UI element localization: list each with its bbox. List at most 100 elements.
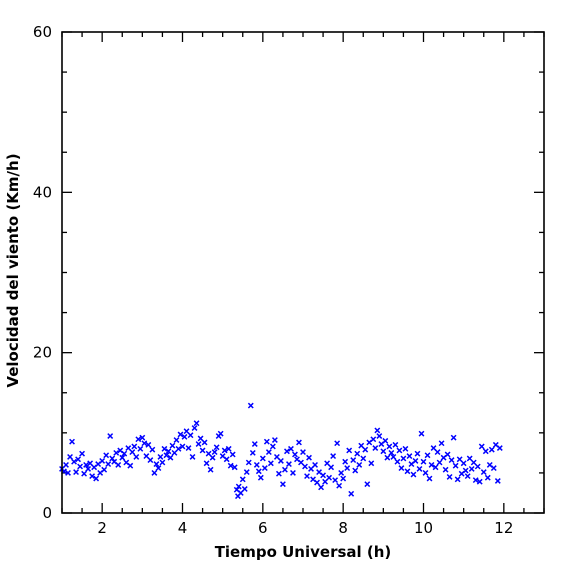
data-point [472,477,479,484]
data-point [131,443,138,450]
data-point [356,461,363,468]
data-points [59,402,503,500]
data-point [380,448,387,455]
data-point [253,461,260,468]
data-point [346,447,353,454]
y-axis-label: Velocidad del viento (Km/h) [4,153,22,387]
data-point [203,460,210,467]
data-point [402,445,409,452]
y-tick-label: 40 [33,183,52,201]
data-point [302,463,308,470]
data-point [436,459,443,466]
data-point [173,437,180,443]
data-point [143,453,150,460]
data-point [374,427,381,434]
data-point [149,446,156,453]
data-point [424,452,431,459]
data-point [318,484,325,491]
data-point [161,445,168,452]
data-point [101,466,108,473]
x-tick-label: 2 [97,519,107,537]
data-point [189,453,196,460]
data-point [69,438,75,445]
data-point [77,463,84,470]
data-point [470,459,477,466]
data-point [454,476,461,483]
data-point [322,478,329,485]
data-point [494,478,501,484]
data-point [151,469,158,476]
axis-ticks [61,31,545,514]
data-point [73,469,79,476]
data-point [245,459,252,466]
data-point [350,457,357,464]
data-point [304,473,310,480]
data-point [221,447,228,454]
data-point [422,469,429,476]
data-point [175,445,182,452]
data-point [320,472,327,479]
data-point [93,475,100,482]
data-point [296,439,302,446]
data-point [314,479,320,486]
data-point [404,468,411,475]
data-point [137,445,144,452]
data-point [348,490,355,497]
data-point [464,473,471,480]
data-point [229,451,236,458]
data-point [169,442,176,449]
y-tick-label: 60 [33,23,52,41]
data-point [326,474,333,481]
data-point [388,449,395,456]
data-point [225,445,232,452]
data-point [207,466,214,473]
data-point [201,439,208,446]
data-point [273,453,280,460]
x-tick-label: 12 [494,519,513,537]
data-point [197,435,204,442]
data-point [496,445,503,451]
data-point [141,440,148,447]
x-tick-label: 4 [178,519,188,537]
data-point [428,461,435,468]
data-point [384,454,391,461]
data-point [354,450,361,457]
data-point [432,464,439,471]
data-point [177,431,184,438]
data-point [344,465,351,472]
data-point [284,448,290,455]
data-point [133,453,140,460]
data-point [119,454,126,461]
data-point [65,469,71,476]
data-point [267,460,274,467]
data-point [488,446,495,453]
data-point [372,445,379,451]
data-point [450,434,457,441]
data-point [434,449,441,456]
data-point [183,428,190,435]
data-point [179,443,186,450]
data-point [223,456,230,463]
data-point [243,469,250,476]
data-point [336,482,343,489]
data-point [71,458,77,465]
data-point [155,465,162,472]
data-point [193,420,200,427]
data-point [163,452,170,459]
data-point [147,457,154,464]
data-point [442,466,449,473]
data-point [129,449,136,456]
data-point [199,447,206,454]
data-point [360,455,367,462]
data-point [306,454,312,461]
y-tick-label: 0 [42,504,52,522]
data-point [81,470,88,477]
data-point [368,460,375,467]
data-point [340,475,347,482]
data-point [121,450,128,457]
data-point [328,464,335,471]
data-point [211,449,218,456]
data-point [386,443,393,450]
data-point [231,464,238,471]
